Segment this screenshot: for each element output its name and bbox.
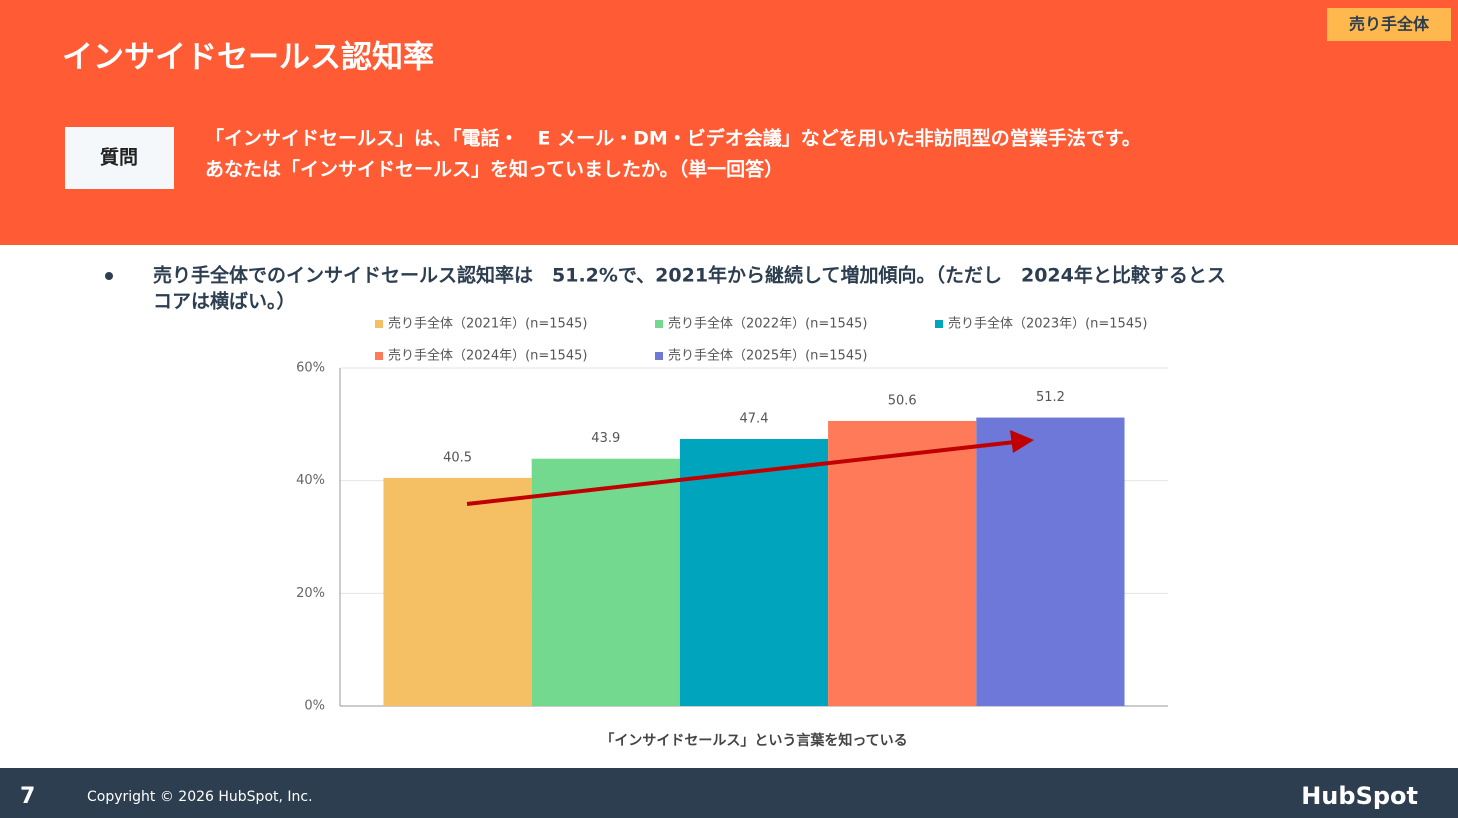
- legend-swatch: [655, 352, 663, 360]
- x-tick-label: 「インサイドセールス」という言葉を知っている: [600, 732, 907, 749]
- bullet: [105, 272, 113, 280]
- y-tick-label: 20%: [296, 586, 325, 601]
- legend-label: 売り手全体（2024年）(n=1545): [388, 348, 587, 364]
- data-label: 47.4: [740, 411, 769, 426]
- data-label: 40.5: [443, 450, 472, 465]
- legend-label: 売り手全体（2023年）(n=1545): [948, 316, 1147, 332]
- bar: [976, 417, 1125, 706]
- y-tick-label: 40%: [296, 473, 325, 488]
- data-label: 51.2: [1036, 390, 1065, 405]
- title: インサイドセールス認知率: [62, 40, 434, 76]
- bar: [531, 458, 680, 706]
- trend-arrow: [466, 430, 1034, 506]
- data-label: 50.6: [888, 393, 917, 408]
- page-number: 7: [20, 784, 35, 809]
- legend-swatch: [935, 320, 943, 328]
- tag: 売り手全体: [1349, 15, 1430, 34]
- question-text: あなたは「インサイドセールス」を知っていましたか。（単一回答）: [205, 158, 783, 181]
- question-text: 「インサイドセールス」は、「電話・ E メール・DM・ビデオ会議」などを用いた非…: [205, 127, 1141, 150]
- y-tick-label: 0%: [304, 699, 325, 714]
- bar: [828, 420, 977, 706]
- legend-label: 売り手全体（2021年）(n=1545): [388, 316, 587, 332]
- legend-swatch: [655, 320, 663, 328]
- legend-swatch: [375, 320, 383, 328]
- summary: コアは横ばい。）: [153, 290, 296, 313]
- question-label: 質問: [100, 146, 138, 169]
- question-box: [65, 127, 174, 189]
- header-band: [0, 0, 1458, 245]
- legend-label: 売り手全体（2025年）(n=1545): [668, 348, 867, 364]
- legend-label: 売り手全体（2022年）(n=1545): [668, 316, 867, 332]
- y-tick-label: 60%: [296, 361, 325, 376]
- data-label: 43.9: [591, 431, 620, 446]
- summary: 売り手全体でのインサイドセールス認知率は 51.2%で、2021年から継続して増…: [153, 264, 1226, 287]
- logo: HubSpot: [1301, 782, 1418, 810]
- bar: [383, 477, 532, 706]
- arrow-line: [466, 440, 1016, 506]
- bar: [679, 438, 829, 706]
- arrow-head: [1010, 430, 1034, 453]
- copyright: Copyright © 2026 HubSpot, Inc.: [87, 789, 313, 805]
- tag-box: [1327, 8, 1451, 41]
- legend-swatch: [375, 352, 383, 360]
- footer-band: [0, 768, 1458, 818]
- plot: 0% 20% 40% 60% 売り手全体（2021年）(n=1545) 売り手全体（202…: [296, 316, 1168, 749]
